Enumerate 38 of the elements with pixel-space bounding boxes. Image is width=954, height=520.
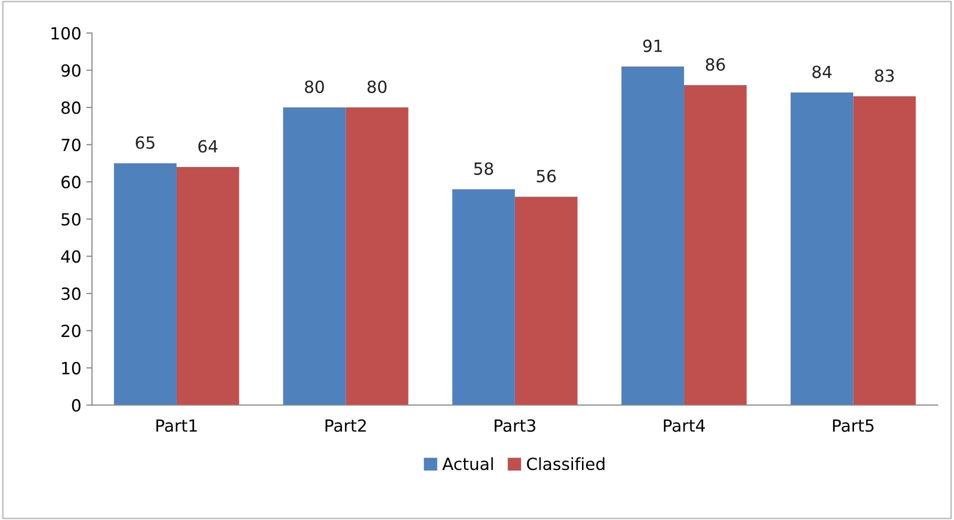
bar <box>283 107 346 406</box>
bar <box>346 107 408 406</box>
data-label: 84 <box>812 66 832 78</box>
x-tick-label: Part1 <box>156 419 197 432</box>
bar <box>114 163 177 406</box>
data-label: 80 <box>368 80 387 94</box>
y-tick-label: 60 <box>62 176 80 188</box>
y-tick-label: 30 <box>62 287 80 300</box>
data-label: 65 <box>136 136 154 149</box>
x-tick-label: Part3 <box>494 419 536 432</box>
data-label: 56 <box>536 170 556 182</box>
y-tick-label: 10 <box>62 362 80 374</box>
bar <box>853 96 916 406</box>
data-label: 64 <box>198 140 218 153</box>
bar <box>790 92 854 406</box>
y-tick-label: 100 <box>52 26 80 40</box>
bar <box>621 66 684 406</box>
data-label: 91 <box>643 40 662 52</box>
y-tick-label: 80 <box>61 101 80 114</box>
data-label: 83 <box>875 69 894 82</box>
y-tick-label: 20 <box>62 324 80 338</box>
y-tick-label: 70 <box>62 138 80 152</box>
bar <box>684 85 747 406</box>
bar <box>514 196 578 406</box>
legend-label: Actual <box>442 457 493 470</box>
x-tick-label: Part2 <box>326 419 366 432</box>
bar <box>176 166 240 406</box>
data-label: 58 <box>474 162 494 175</box>
y-tick-label: 40 <box>61 250 80 263</box>
x-tick-label: Part4 <box>664 419 705 432</box>
y-tick-label: 90 <box>61 64 80 77</box>
y-tick-label: 0 <box>72 399 80 412</box>
data-label: 80 <box>304 80 324 94</box>
data-label: 86 <box>706 58 725 71</box>
y-tick-label: 50 <box>62 213 80 226</box>
bar <box>452 189 515 406</box>
legend-label: Classified <box>527 457 604 470</box>
x-tick-label: Part5 <box>833 419 874 432</box>
